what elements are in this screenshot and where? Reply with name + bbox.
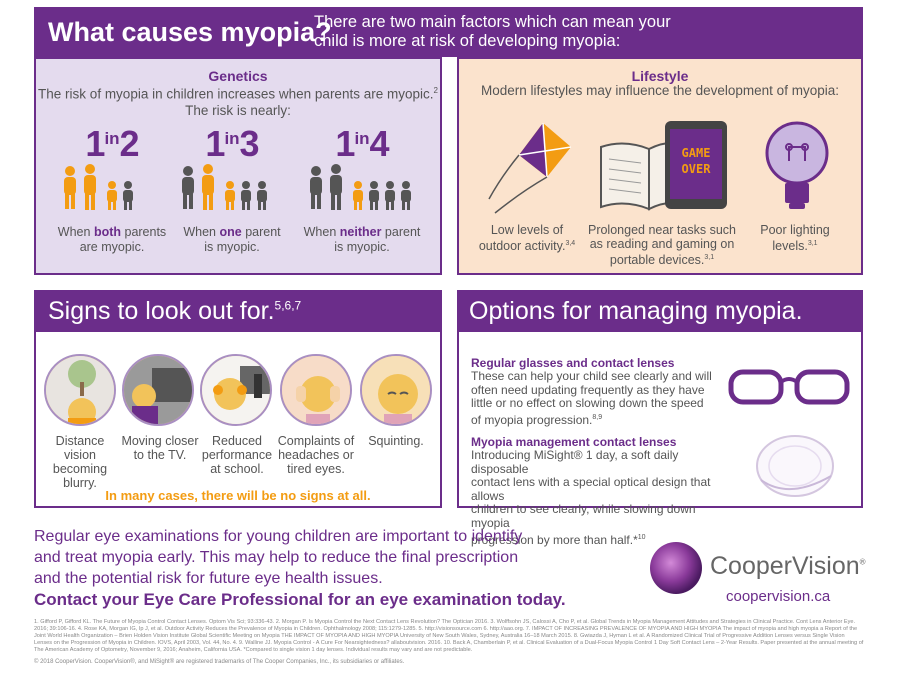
sign-reduced-performance: Reduced performance at school. [201,434,273,476]
contact-lens-icon [756,435,834,497]
genetics-desc-line-1: The risk of myopia in children increases… [38,86,434,102]
squinting-illustration [360,354,432,426]
top-header: What causes myopia? There are two main f… [34,7,863,57]
no-signs-note: In many cases, there will be no signs at… [105,488,371,503]
bottom-message: Regular eye examinations for young child… [34,528,523,587]
lifestyle-description: Modern lifestyles may influence the deve… [481,83,839,98]
signs-panel: Signs to look out for.5,6,7 Distance visi… [34,290,442,508]
caption-one-parent: When one parent is myopic. [183,225,281,254]
school-illustration [200,354,272,426]
option-glasses-title: Regular glasses and contact lenses [471,356,675,370]
page-subtitle: There are two main factors which can mea… [314,13,671,51]
ratio-one-parent: 1in3 [205,123,259,164]
sign-headaches-tired-eyes: Complaints of headaches or tired eyes. [277,434,355,476]
option-misight-title: Myopia management contact lenses [471,435,677,449]
family-neither-myopic-icon [310,164,411,210]
subtitle-line-2: child is more at risk of developing myop… [314,32,621,50]
blurry-vision-illustration [44,354,116,426]
brand-url[interactable]: coopervision.ca [726,588,831,605]
signs-header: Signs to look out for.5,6,7 [34,290,442,332]
options-header: Options for managing myopia. [457,290,863,332]
page-title: What causes myopia? [48,17,332,47]
signs-title: Signs to look out for.5,6,7 [48,297,302,325]
genetics-title: Genetics [208,68,268,84]
brand-block: CooperVision® coopervision.ca [648,540,878,610]
family-both-myopic-icon [64,164,133,210]
references: 1. Gifford P, Gifford KL. The Future of … [34,619,864,653]
lifestyle-title: Lifestyle [631,68,689,84]
caption-near-tasks: Prolonged near tasks such as reading and… [587,223,736,268]
book-and-tablet-icon: GAME OVER [600,121,727,211]
genetics-panel: Genetics The risk of myopia in children … [34,57,442,275]
caption-poor-lighting: Poor lighting levels.3,1 [760,223,830,254]
tablet-text-game: GAME [682,146,711,160]
sign-squinting: Squinting. [368,434,424,448]
ratio-neither-parent: 1in4 [335,123,389,164]
family-one-myopic-icon [182,164,267,210]
genetics-description: The risk of myopia in children increases… [36,83,440,119]
option-glasses-body: These can help your child see clearly an… [471,369,712,427]
sign-blurry-vision: Distance vision becoming blurry. [52,434,108,490]
headache-illustration [280,354,352,426]
coopervision-logo-icon [650,542,702,594]
caption-outdoor-activity: Low levels of outdoor activity.3,4 [478,223,576,254]
tablet-text-over: OVER [682,162,712,176]
genetics-desc-sup: 2 [433,86,438,95]
genetics-desc-line-2: The risk is nearly: [185,102,291,118]
light-bulb-icon [765,121,829,209]
options-title: Options for managing myopia. [469,297,803,325]
ratio-both-parents: 1in2 [85,123,139,164]
lifestyle-panel: Lifestyle Modern lifestyles may influenc… [457,57,863,275]
options-panel: Options for managing myopia. Regular gla… [457,290,863,546]
tv-illustration [122,354,194,426]
glasses-icon [728,369,850,405]
caption-neither-parent: When neither parent is myopic. [303,225,421,254]
copyright: © 2018 CooperVision. CooperVision®, and … [34,659,405,665]
subtitle-line-1: There are two main factors which can mea… [314,13,671,31]
option-misight-body: Introducing MiSight® 1 day, a soft daily… [471,448,711,547]
sign-moving-closer-tv: Moving closer to the TV. [121,434,199,462]
caption-both-parents: When both parents are myopic. [57,225,167,254]
brand-name: CooperVision® [710,552,866,580]
call-to-action: Contact your Eye Care Professional for a… [34,590,566,609]
kite-icon [488,122,572,214]
